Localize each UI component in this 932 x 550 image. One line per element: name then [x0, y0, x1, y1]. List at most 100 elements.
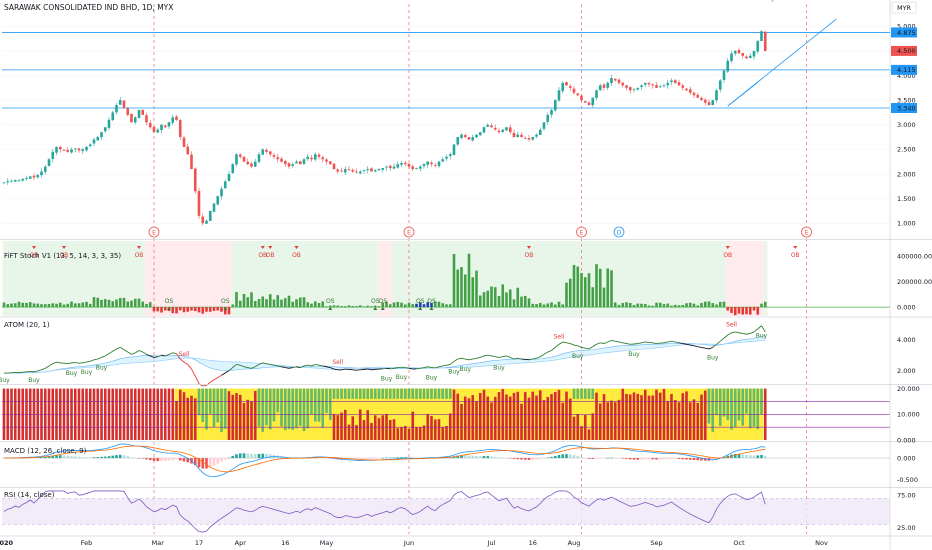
candle-body[interactable]: [103, 127, 107, 132]
candle-body[interactable]: [467, 137, 471, 140]
candle-body[interactable]: [265, 149, 268, 152]
candle-body[interactable]: [10, 180, 13, 182]
candle-body[interactable]: [681, 85, 685, 88]
candle-body[interactable]: [182, 137, 186, 147]
candle-body[interactable]: [88, 144, 92, 147]
candle-body[interactable]: [201, 216, 205, 224]
candle-body[interactable]: [666, 82, 670, 86]
candle-body[interactable]: [347, 169, 351, 171]
candle-body[interactable]: [670, 80, 673, 82]
candle-body[interactable]: [377, 169, 381, 171]
candle-body[interactable]: [535, 134, 538, 137]
candle-body[interactable]: [295, 161, 298, 164]
candle-body[interactable]: [272, 155, 276, 157]
candle-body[interactable]: [223, 181, 227, 189]
candle-body[interactable]: [640, 85, 643, 87]
candle-body[interactable]: [662, 85, 666, 87]
last-price-tag[interactable]: [891, 45, 917, 56]
candle-body[interactable]: [441, 159, 445, 162]
candle-body[interactable]: [366, 169, 370, 171]
candle-body[interactable]: [598, 85, 602, 91]
candle-body[interactable]: [700, 97, 703, 101]
candle-body[interactable]: [632, 89, 636, 91]
candle-body[interactable]: [722, 70, 726, 81]
candle-body[interactable]: [407, 163, 411, 167]
candle-body[interactable]: [760, 31, 763, 42]
candle-body[interactable]: [542, 122, 546, 129]
candle-body[interactable]: [227, 174, 231, 182]
candle-body[interactable]: [13, 179, 17, 182]
candle-body[interactable]: [355, 171, 358, 173]
candle-body[interactable]: [688, 89, 692, 93]
candle-body[interactable]: [433, 164, 437, 166]
candle-body[interactable]: [741, 53, 745, 56]
candle-body[interactable]: [362, 170, 366, 171]
candle-body[interactable]: [505, 127, 508, 131]
candle-body[interactable]: [6, 181, 10, 183]
candle-body[interactable]: [280, 158, 283, 162]
candle-body[interactable]: [572, 88, 576, 93]
candle-body[interactable]: [452, 144, 456, 156]
candle-body[interactable]: [21, 178, 25, 181]
candle-body[interactable]: [508, 127, 512, 133]
candle-body[interactable]: [490, 125, 493, 128]
candle-body[interactable]: [595, 90, 598, 98]
candle-body[interactable]: [156, 129, 160, 133]
candle-body[interactable]: [246, 161, 250, 165]
price-candles[interactable]: [2, 30, 767, 226]
candle-body[interactable]: [381, 168, 385, 170]
candle-body[interactable]: [655, 84, 658, 88]
candle-body[interactable]: [745, 56, 748, 59]
candle-body[interactable]: [92, 139, 96, 144]
candle-body[interactable]: [107, 119, 111, 128]
candle-body[interactable]: [486, 124, 490, 127]
candle-body[interactable]: [96, 137, 100, 141]
candle-body[interactable]: [62, 149, 66, 151]
candle-body[interactable]: [370, 168, 373, 172]
candle-body[interactable]: [748, 55, 752, 58]
candle-body[interactable]: [373, 170, 377, 172]
candle-body[interactable]: [400, 163, 403, 165]
candle-body[interactable]: [636, 87, 640, 90]
candle-body[interactable]: [58, 146, 62, 150]
candle-body[interactable]: [130, 113, 133, 123]
candle-body[interactable]: [43, 166, 47, 172]
candle-body[interactable]: [692, 92, 696, 96]
candle-body[interactable]: [520, 134, 523, 138]
candle-body[interactable]: [111, 112, 115, 121]
candle-body[interactable]: [17, 180, 21, 182]
candle-body[interactable]: [448, 154, 452, 157]
candle-body[interactable]: [160, 124, 163, 130]
candle-body[interactable]: [175, 116, 178, 120]
candle-body[interactable]: [242, 156, 246, 162]
candle-body[interactable]: [456, 137, 460, 145]
candle-body[interactable]: [493, 127, 497, 130]
candle-body[interactable]: [2, 182, 6, 184]
candle-body[interactable]: [298, 161, 302, 165]
candle-body[interactable]: [685, 88, 688, 91]
candle-body[interactable]: [628, 87, 632, 91]
candle-body[interactable]: [538, 129, 542, 135]
candle-body[interactable]: [313, 154, 317, 160]
candle-body[interactable]: [696, 94, 700, 98]
candle-body[interactable]: [715, 90, 718, 101]
candle-body[interactable]: [73, 148, 77, 150]
candle-body[interactable]: [430, 162, 433, 165]
candle-body[interactable]: [55, 146, 58, 153]
candle-body[interactable]: [148, 122, 152, 128]
candle-body[interactable]: [193, 168, 197, 192]
candle-body[interactable]: [231, 164, 235, 174]
candle-body[interactable]: [235, 154, 238, 165]
candle-body[interactable]: [388, 165, 392, 169]
candle-body[interactable]: [587, 102, 591, 106]
candle-body[interactable]: [238, 154, 242, 157]
candle-body[interactable]: [205, 220, 208, 224]
candle-body[interactable]: [332, 163, 336, 170]
candle-body[interactable]: [70, 149, 73, 153]
candle-body[interactable]: [426, 161, 430, 165]
candle-body[interactable]: [617, 79, 621, 83]
candle-body[interactable]: [730, 53, 733, 62]
candle-body[interactable]: [565, 82, 568, 86]
candle-body[interactable]: [418, 166, 422, 169]
